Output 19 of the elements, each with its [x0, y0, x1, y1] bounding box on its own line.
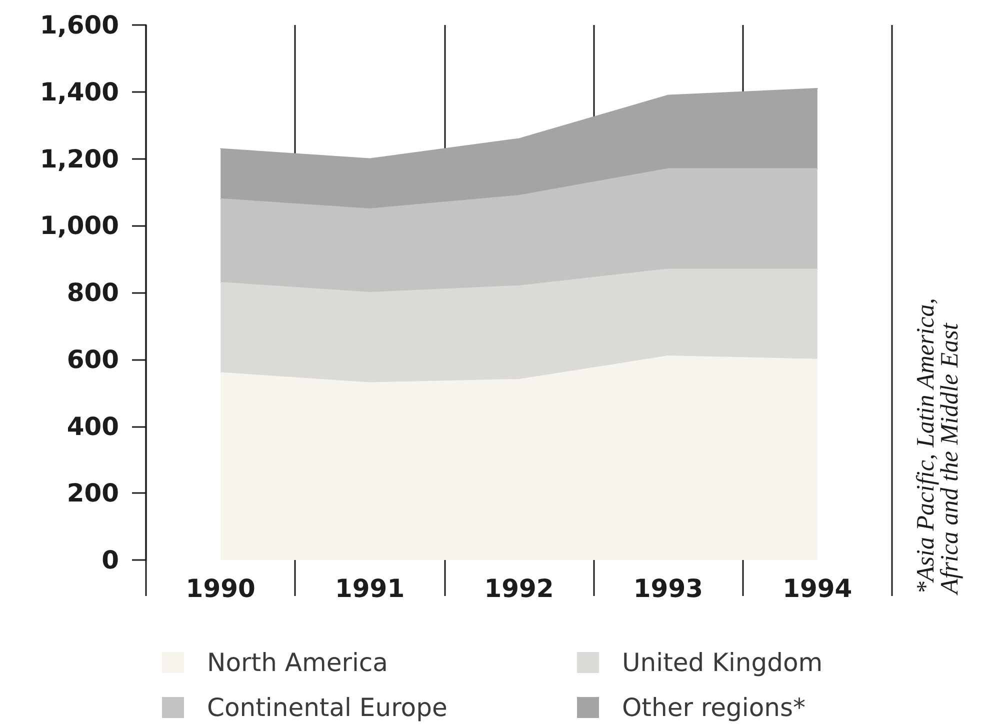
y-tick-label: 200	[66, 478, 119, 508]
x-tick-label: 1990	[186, 574, 256, 603]
y-tick-label: 600	[66, 344, 119, 374]
legend-label: North America	[207, 648, 388, 677]
y-tick-label: 1,600	[40, 10, 119, 40]
x-tick-label: 1994	[782, 574, 852, 603]
text: *Asia Pacific, Latin America, Africa and the Middle East	[912, 292, 964, 596]
x-tick-label: 1991	[335, 574, 405, 603]
y-tick-label: 1,000	[40, 211, 119, 240]
x-tick-label: 1993	[633, 574, 703, 603]
x-tick-label: 1992	[484, 574, 554, 603]
legend-label: United Kingdom	[622, 648, 823, 677]
legend-label: Other regions*	[622, 693, 806, 722]
y-tick-label: 800	[66, 278, 119, 307]
y-tick-label: 0	[102, 546, 119, 574]
y-tick-label: 1,400	[40, 77, 119, 106]
y-tick-label: 400	[66, 412, 119, 441]
y-tick-label: 1,200	[40, 144, 119, 174]
legend-label: Continental Europe	[207, 693, 448, 722]
